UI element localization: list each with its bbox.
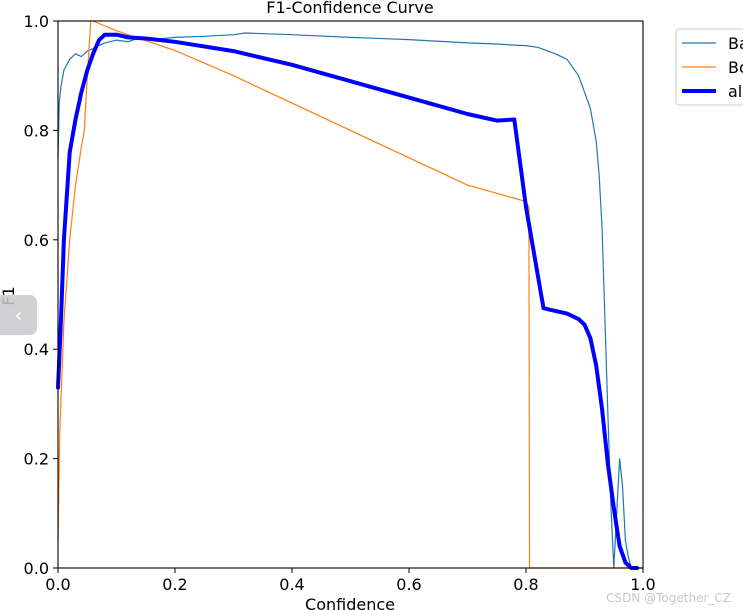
y-tick-label: 0.4 xyxy=(24,340,49,359)
chart-title: F1-Confidence Curve xyxy=(266,0,433,17)
watermark-text: CSDN @Together_CZ xyxy=(606,591,731,605)
y-tick-label: 0.0 xyxy=(24,559,49,578)
x-axis-title: Confidence xyxy=(305,595,395,610)
y-tick-label: 0.2 xyxy=(24,450,49,469)
plot-frame xyxy=(57,20,644,569)
y-tick-label: 0.8 xyxy=(24,121,49,140)
x-tick-label: 1.0 xyxy=(630,575,655,594)
x-tick-label: 0.0 xyxy=(45,575,70,594)
legend-label-Bo: Bo xyxy=(728,58,743,77)
series-line-Bo xyxy=(57,20,644,569)
x-tick-label: 0.6 xyxy=(396,575,421,594)
x-axis-ticks: 0.0 0.2 0.4 0.6 0.8 1.0 xyxy=(45,568,656,594)
series-line-Ba xyxy=(57,32,644,569)
legend-label-al: al xyxy=(728,82,742,101)
series-line-al xyxy=(56,32,640,570)
previous-arrow-button[interactable]: ‹ xyxy=(0,295,37,335)
x-tick-label: 0.2 xyxy=(162,575,187,594)
x-tick-label: 0.8 xyxy=(513,575,538,594)
x-tick-label: 0.4 xyxy=(279,575,304,594)
legend: Ba Bo al xyxy=(675,28,743,106)
y-axis-ticks: 0.0 0.2 0.4 0.6 0.8 1.0 xyxy=(24,12,58,578)
legend-label-Ba: Ba xyxy=(728,34,743,53)
y-tick-label: 1.0 xyxy=(24,12,49,31)
y-tick-label: 0.6 xyxy=(24,231,49,250)
plot-series xyxy=(56,20,644,570)
